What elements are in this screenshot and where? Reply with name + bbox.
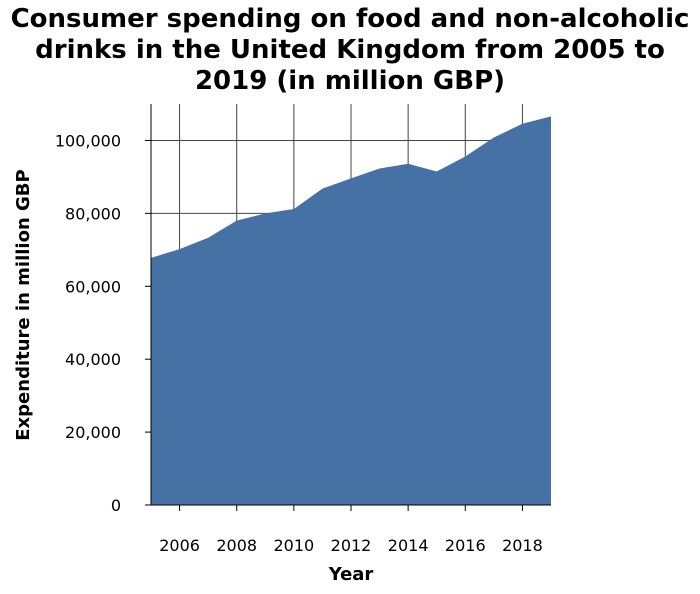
x-tick-label-2012: 2012 <box>331 536 372 555</box>
y-tick-label-100000: 100,000 <box>55 131 121 150</box>
chart-title-line-2: drinks in the United Kingdom from 2005 t… <box>35 35 665 65</box>
y-tick-label-0: 0 <box>111 496 121 515</box>
axes <box>145 104 551 511</box>
chart-title: Consumer spending on food and non-alcoho… <box>0 4 700 97</box>
y-tick-label-60000: 60,000 <box>65 277 121 296</box>
x-tick-label-2006: 2006 <box>159 536 200 555</box>
x-tick-label-2010: 2010 <box>273 536 314 555</box>
y-tick-label-40000: 40,000 <box>65 350 121 369</box>
tick-labels: 2006 2008 2010 2012 2014 2016 2018 0 20,000 40,00… <box>55 131 543 555</box>
y-tick-label-20000: 20,000 <box>65 423 121 442</box>
series-area <box>151 116 551 505</box>
x-tick-label-2016: 2016 <box>445 536 486 555</box>
x-tick-label-2018: 2018 <box>502 536 543 555</box>
x-tick-label-2014: 2014 <box>388 536 429 555</box>
x-axis-label: Year <box>328 564 374 585</box>
chart-title-line-1: Consumer spending on food and non-alcoho… <box>10 4 690 34</box>
y-tick-label-80000: 80,000 <box>65 204 121 223</box>
chart-title-line-3: 2019 (in million GBP) <box>194 66 506 96</box>
y-axis-label: Expenditure in million GBP <box>13 169 34 440</box>
x-tick-label-2008: 2008 <box>216 536 257 555</box>
